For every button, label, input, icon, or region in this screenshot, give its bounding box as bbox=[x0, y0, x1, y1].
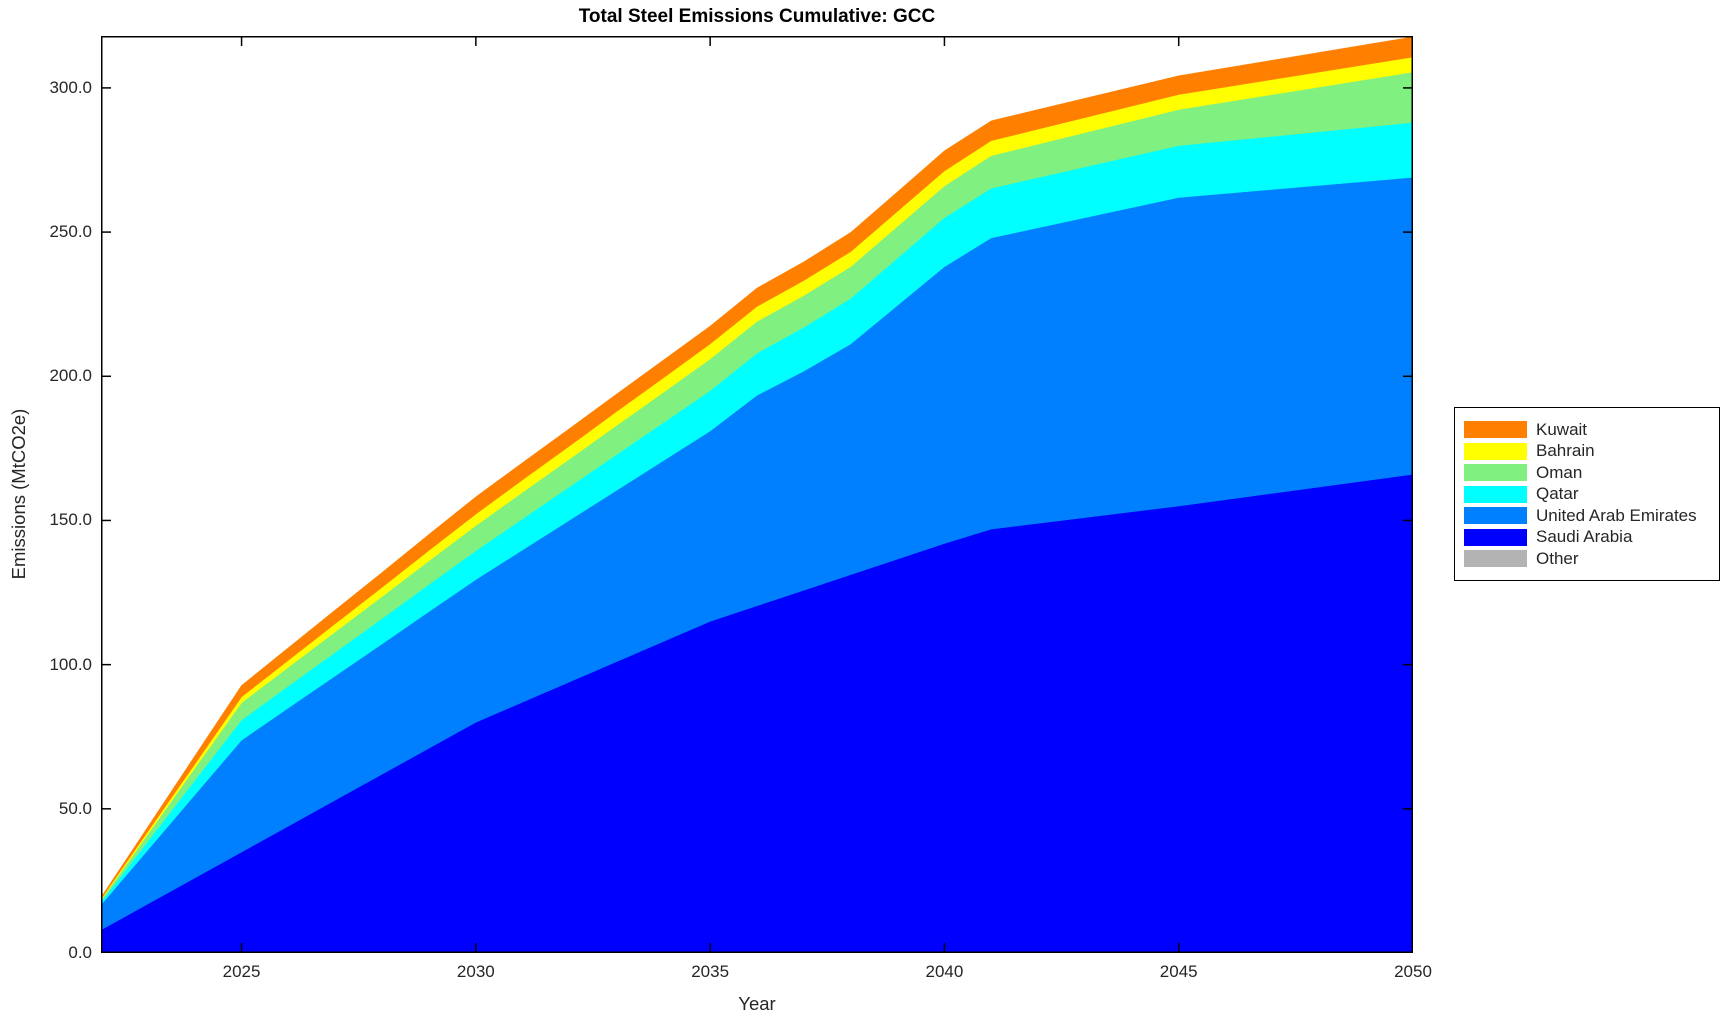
chart-title: Total Steel Emissions Cumulative: GCC bbox=[578, 6, 936, 27]
y-tick-label: 150.0 bbox=[49, 510, 92, 530]
legend-label: Oman bbox=[1536, 462, 1583, 482]
legend-item-qatar: Qatar bbox=[1464, 484, 1713, 506]
y-tick-label: 300.0 bbox=[49, 77, 92, 97]
legend-item-united-arab-emirates: United Arab Emirates bbox=[1464, 505, 1713, 527]
legend-item-oman: Oman bbox=[1464, 462, 1713, 484]
x-tick-label: 2030 bbox=[456, 962, 495, 981]
legend-label: Kuwait bbox=[1536, 419, 1588, 439]
legend-swatch-kuwait bbox=[1464, 421, 1527, 439]
legend-item-other: Other bbox=[1464, 548, 1713, 570]
y-axis-label: Emissions (MtCO2e) bbox=[8, 408, 29, 580]
axis-box bbox=[101, 36, 1413, 953]
legend-item-kuwait: Kuwait bbox=[1464, 419, 1713, 441]
legend-swatch-other bbox=[1464, 550, 1527, 568]
legend-swatch-oman bbox=[1464, 464, 1527, 482]
legend-label: Bahrain bbox=[1536, 441, 1595, 461]
x-tick-label: 2045 bbox=[1159, 962, 1198, 981]
x-tick-label: 2040 bbox=[925, 962, 964, 981]
legend-item-saudi-arabia: Saudi Arabia bbox=[1464, 527, 1713, 549]
legend: Kuwait Bahrain Oman Qatar United Arab Emirat… bbox=[1454, 407, 1720, 581]
area-kuwait bbox=[101, 36, 1413, 900]
legend-swatch-united-arab-emirates bbox=[1464, 507, 1527, 525]
y-tick-label: 100.0 bbox=[49, 654, 92, 674]
x-tick-label: 2025 bbox=[222, 962, 261, 981]
legend-label: Other bbox=[1536, 548, 1579, 568]
legend-item-bahrain: Bahrain bbox=[1464, 441, 1713, 463]
plot-area bbox=[101, 36, 1413, 953]
legend-label: Saudi Arabia bbox=[1536, 527, 1633, 547]
legend-swatch-bahrain bbox=[1464, 442, 1527, 460]
legend-label: United Arab Emirates bbox=[1536, 505, 1697, 525]
x-tick-label: 2050 bbox=[1394, 962, 1432, 981]
y-tick-label: 250.0 bbox=[49, 222, 92, 242]
y-tick-label: 50.0 bbox=[58, 798, 92, 818]
x-tick-label: 2035 bbox=[691, 962, 730, 981]
legend-swatch-saudi-arabia bbox=[1464, 528, 1527, 546]
legend-label: Qatar bbox=[1536, 484, 1579, 504]
y-tick-label: 0.0 bbox=[68, 943, 92, 962]
x-axis-label: Year bbox=[738, 993, 776, 1014]
legend-swatch-qatar bbox=[1464, 485, 1527, 503]
y-tick-label: 200.0 bbox=[49, 366, 92, 386]
